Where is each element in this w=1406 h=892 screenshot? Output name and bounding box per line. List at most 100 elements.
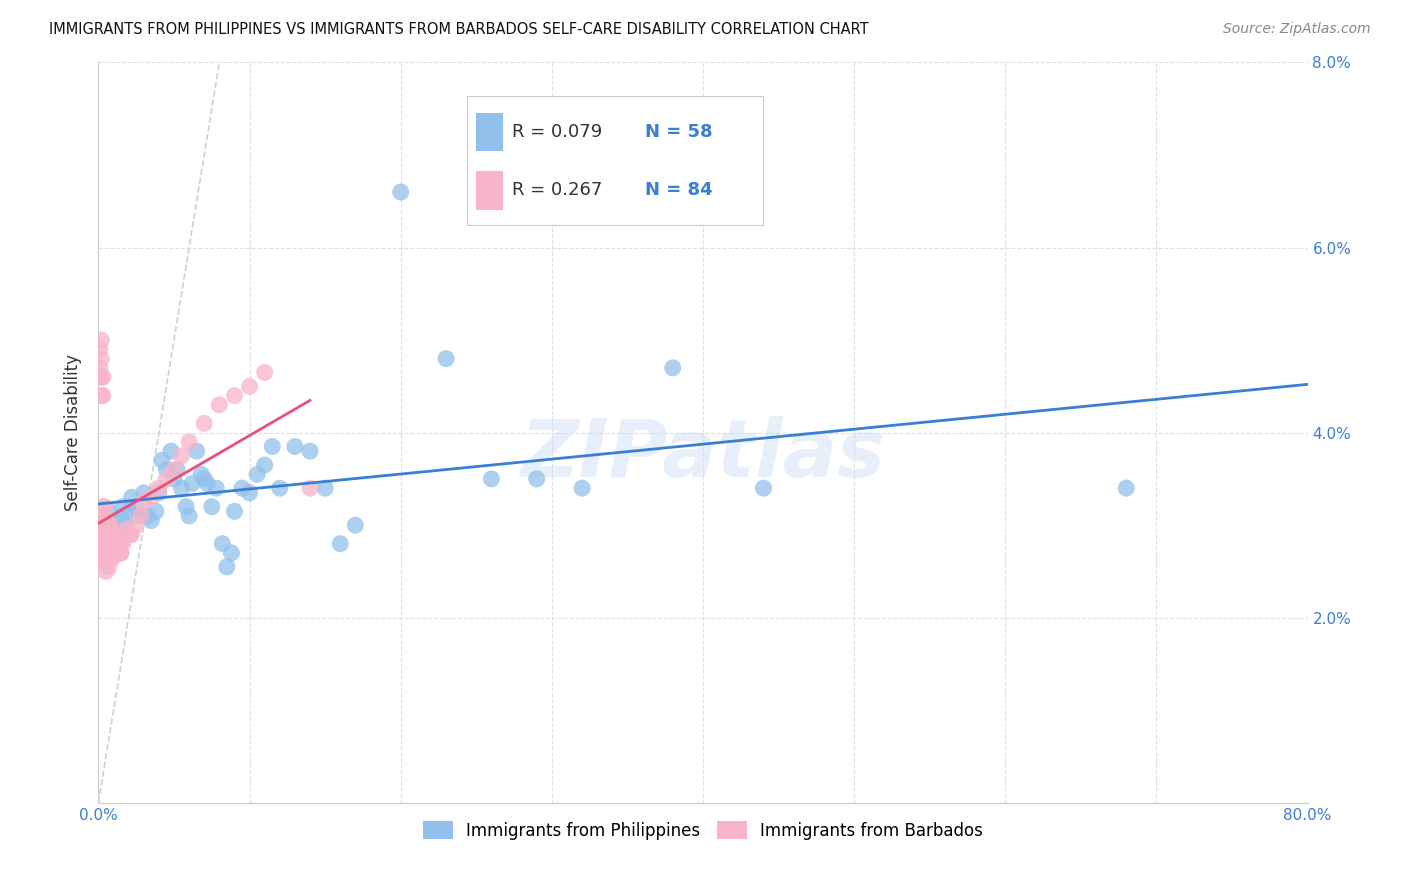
Point: [246, 467, 269, 482]
Point: [262, 440, 284, 454]
Point: [253, 366, 276, 380]
Point: [526, 472, 548, 486]
Point: [314, 481, 336, 495]
Point: [125, 518, 148, 533]
Point: [103, 523, 125, 537]
Point: [94, 527, 117, 541]
Point: [481, 472, 503, 486]
Point: [389, 185, 412, 199]
Point: [125, 500, 148, 514]
Point: [96, 546, 118, 560]
Point: [107, 532, 129, 546]
Point: [93, 555, 115, 569]
Point: [91, 527, 114, 541]
Point: [90, 389, 112, 403]
Point: [571, 481, 593, 495]
Point: [239, 379, 262, 393]
Point: [104, 546, 127, 560]
Point: [94, 527, 117, 541]
Point: [103, 527, 125, 541]
Point: [107, 527, 129, 541]
Point: [284, 440, 307, 454]
Point: [132, 495, 155, 509]
Point: [160, 444, 183, 458]
Point: [299, 444, 322, 458]
Text: ZIPatlas: ZIPatlas: [520, 416, 886, 494]
Point: [93, 508, 115, 523]
Point: [344, 518, 367, 533]
Text: IMMIGRANTS FROM PHILIPPINES VS IMMIGRANTS FROM BARBADOS SELF-CARE DISABILITY COR: IMMIGRANTS FROM PHILIPPINES VS IMMIGRANT…: [49, 22, 869, 37]
Point: [94, 555, 117, 569]
Point: [94, 508, 117, 523]
Point: [96, 536, 118, 550]
Point: [89, 370, 111, 384]
Point: [110, 546, 132, 560]
Point: [141, 514, 163, 528]
Point: [110, 508, 132, 523]
Point: [98, 559, 121, 574]
Point: [135, 508, 157, 523]
Point: [224, 389, 246, 403]
Point: [93, 527, 115, 541]
Point: [208, 398, 231, 412]
Point: [104, 532, 127, 546]
Point: [101, 532, 124, 546]
Point: [205, 481, 228, 495]
Point: [98, 527, 121, 541]
Point: [163, 472, 186, 486]
Point: [118, 504, 141, 518]
Point: [128, 508, 150, 523]
Point: [132, 485, 155, 500]
Point: [231, 481, 253, 495]
Point: [100, 550, 122, 565]
Point: [148, 481, 170, 495]
Point: [179, 434, 201, 449]
Point: [434, 351, 457, 366]
Point: [190, 467, 212, 482]
Point: [224, 504, 246, 518]
Point: [150, 453, 173, 467]
Point: [111, 536, 134, 550]
Point: [215, 559, 238, 574]
Point: [103, 536, 125, 550]
Point: [91, 518, 114, 533]
Point: [269, 481, 291, 495]
Point: [91, 536, 114, 550]
Point: [112, 532, 135, 546]
Point: [120, 527, 142, 541]
Point: [90, 527, 112, 541]
Point: [94, 527, 117, 541]
Point: [94, 565, 117, 579]
Point: [96, 532, 118, 546]
Point: [89, 360, 111, 375]
Point: [752, 481, 775, 495]
Point: [98, 550, 121, 565]
Point: [100, 546, 122, 560]
Point: [91, 500, 114, 514]
Point: [111, 500, 134, 514]
Point: [114, 523, 136, 537]
Point: [98, 518, 121, 533]
Point: [163, 462, 186, 476]
Point: [98, 504, 121, 518]
Point: [129, 508, 152, 523]
Point: [96, 518, 118, 533]
Point: [121, 491, 143, 505]
Point: [90, 351, 112, 366]
Point: [174, 500, 197, 514]
Point: [179, 508, 201, 523]
Point: [221, 546, 243, 560]
Point: [148, 485, 170, 500]
Point: [661, 360, 683, 375]
Point: [186, 444, 208, 458]
Point: [193, 472, 215, 486]
Point: [90, 518, 112, 533]
Point: [90, 370, 112, 384]
Point: [155, 472, 177, 486]
Point: [181, 476, 204, 491]
Point: [166, 462, 188, 476]
Point: [107, 541, 129, 556]
Y-axis label: Self-Care Disability: Self-Care Disability: [65, 354, 83, 511]
Point: [101, 536, 124, 550]
Point: [170, 481, 193, 495]
